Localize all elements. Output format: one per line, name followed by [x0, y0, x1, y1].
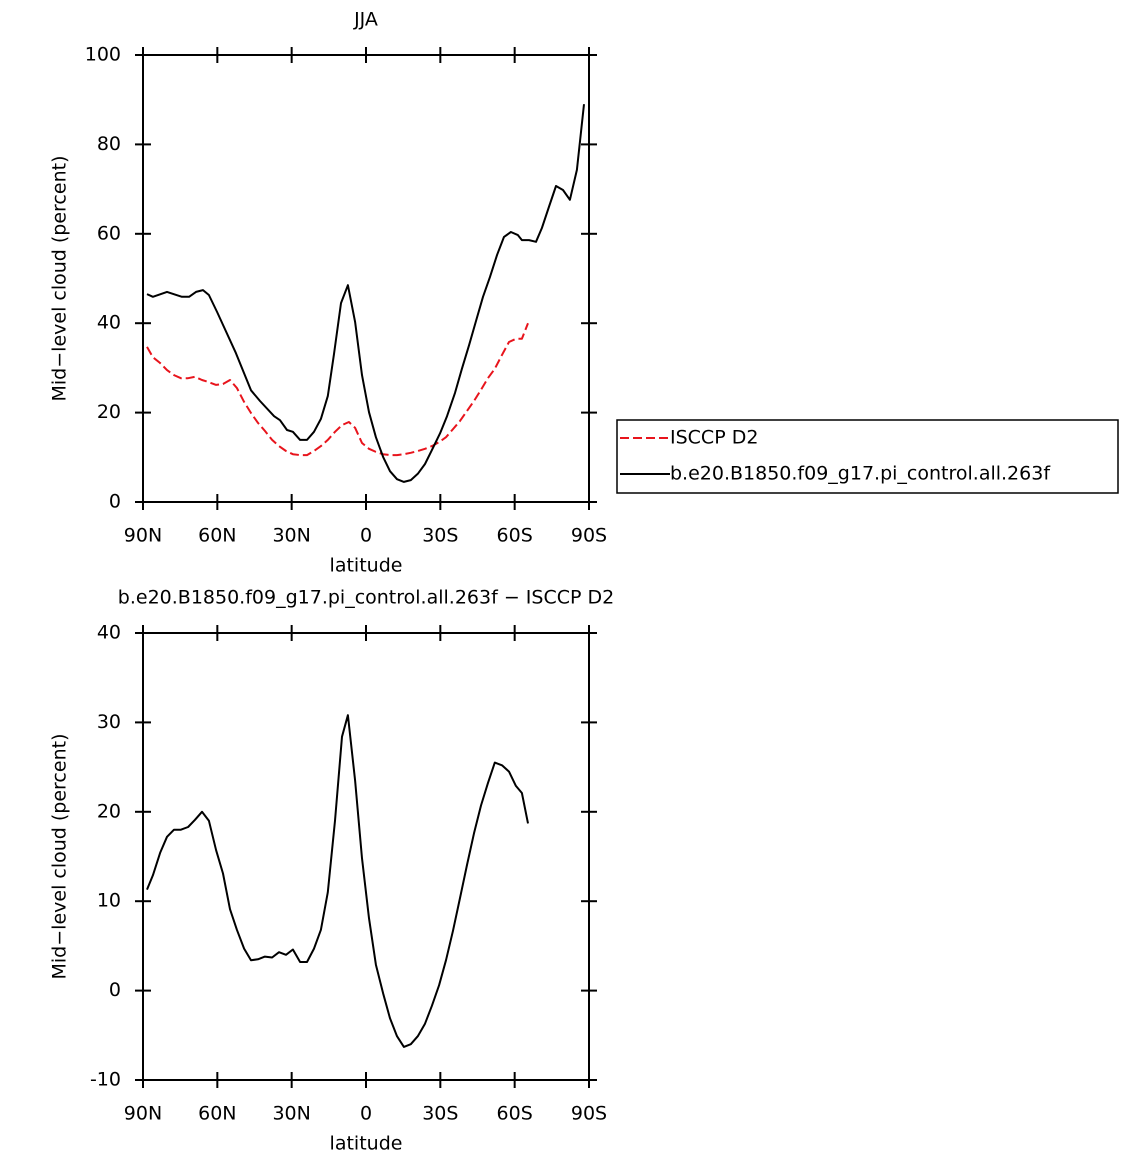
x-tick-label: 60S	[497, 525, 533, 547]
x-tick-label: 30S	[422, 1103, 458, 1125]
y-tick-label: 40	[97, 312, 121, 334]
chart-title: JJA	[353, 9, 378, 31]
x-tick-label: 0	[360, 1103, 372, 1125]
data-line	[146, 714, 529, 1048]
legend-box	[616, 419, 1119, 494]
y-tick-label: 30	[97, 711, 121, 733]
x-tick-label: 0	[360, 525, 372, 547]
x-tick-label: 90N	[124, 525, 162, 547]
legend-label: b.e20.B1850.f09_g17.pi_control.all.263f	[670, 463, 1051, 485]
data-line	[146, 322, 529, 457]
x-tick-label: 90S	[571, 1103, 607, 1125]
x-tick-label: 30S	[422, 525, 458, 547]
x-tick-label: 60N	[198, 525, 236, 547]
y-axis-label: Mid−level cloud (percent)	[49, 156, 71, 402]
y-tick-label: 20	[97, 401, 121, 423]
data-line	[146, 104, 585, 483]
y-tick-label: 0	[109, 979, 121, 1001]
y-tick-label: 60	[97, 222, 121, 244]
x-axis-label: latitude	[330, 1133, 403, 1155]
plot-frame	[142, 54, 590, 503]
y-tick-label: -10	[90, 1069, 121, 1091]
y-tick-label: 40	[97, 622, 121, 644]
x-axis-label: latitude	[330, 555, 403, 577]
y-tick-label: 0	[109, 491, 121, 513]
y-tick-label: 100	[85, 44, 121, 66]
y-tick-label: 20	[97, 800, 121, 822]
plot-frame	[142, 632, 590, 1081]
x-tick-label: 30N	[272, 1103, 310, 1125]
x-tick-label: 90S	[571, 525, 607, 547]
y-tick-label: 10	[97, 890, 121, 912]
chart-title: b.e20.B1850.f09_g17.pi_control.all.263f …	[118, 587, 614, 609]
x-tick-label: 60S	[497, 1103, 533, 1125]
y-tick-label: 80	[97, 133, 121, 155]
x-tick-label: 30N	[272, 525, 310, 547]
y-axis-label: Mid−level cloud (percent)	[49, 734, 71, 980]
x-tick-label: 60N	[198, 1103, 236, 1125]
x-tick-label: 90N	[124, 1103, 162, 1125]
legend-label: ISCCP D2	[670, 427, 758, 449]
